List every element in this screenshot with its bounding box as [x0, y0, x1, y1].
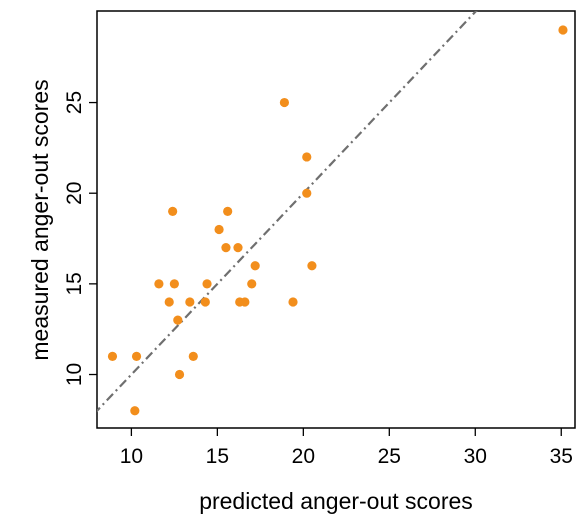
data-point — [558, 25, 568, 35]
x-tick-label: 35 — [550, 445, 573, 468]
x-tick-label: 20 — [292, 445, 315, 468]
data-point — [164, 297, 174, 307]
data-point — [185, 297, 195, 307]
data-point — [307, 261, 317, 271]
data-point — [279, 97, 290, 108]
data-point — [131, 351, 142, 361]
plot-frame — [96, 10, 576, 429]
data-point — [288, 297, 298, 307]
data-point — [173, 315, 183, 325]
x-tick-label: 30 — [464, 445, 487, 468]
data-point — [130, 406, 140, 416]
reference-line — [97, 11, 478, 413]
data-point — [247, 279, 257, 289]
y-tick-label: 25 — [63, 91, 86, 114]
x-tick-label: 25 — [378, 445, 401, 468]
y-tick-label: 15 — [63, 272, 86, 295]
y-tick-label: 10 — [63, 363, 86, 386]
data-point — [302, 152, 312, 162]
data-point — [240, 297, 250, 307]
data-point — [202, 279, 212, 289]
data-point — [221, 243, 231, 253]
data-point — [169, 279, 179, 289]
data-point — [302, 188, 312, 198]
y-axis: 10 15 20 25 — [63, 91, 97, 386]
data-point — [174, 369, 185, 380]
data-point — [233, 243, 243, 253]
y-tick-label: 20 — [63, 182, 86, 205]
x-tick-label: 10 — [120, 445, 143, 468]
data-point — [107, 351, 118, 361]
data-point — [214, 224, 224, 235]
x-tick-label: 15 — [206, 445, 229, 468]
data-point — [223, 206, 233, 216]
data-point — [200, 297, 210, 307]
data-point — [168, 206, 178, 216]
x-axis-title: predicted anger-out scores — [199, 488, 473, 514]
data-points — [107, 25, 568, 416]
reference-line-group — [97, 11, 478, 413]
x-axis: 10 15 20 25 30 35 — [120, 428, 573, 468]
data-point — [188, 351, 198, 361]
data-point — [250, 261, 260, 271]
data-point — [154, 279, 164, 289]
y-axis-title: measured anger-out scores — [27, 79, 53, 360]
